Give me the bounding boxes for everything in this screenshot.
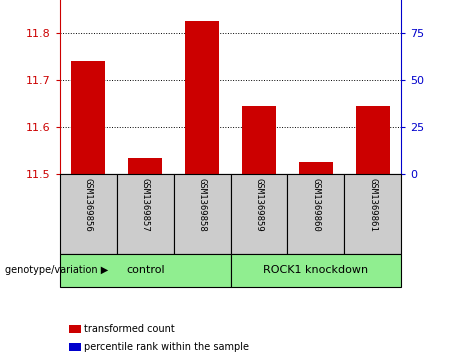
Bar [287,174,344,254]
Text: percentile rank within the sample: percentile rank within the sample [84,342,249,352]
Bar [185,21,219,174]
Text: control: control [126,265,165,276]
Text: genotype/variation ▶: genotype/variation ▶ [5,265,108,276]
Text: GSM1369860: GSM1369860 [311,178,320,232]
Bar [60,254,230,287]
Bar [230,254,401,287]
Text: GSM1369857: GSM1369857 [141,178,150,232]
Bar [344,174,401,254]
Bar [230,174,287,254]
Text: ROCK1 knockdown: ROCK1 knockdown [263,265,368,276]
Text: transformed count: transformed count [84,324,175,334]
Bar [128,158,162,174]
Bar [71,61,106,174]
Bar [242,106,276,174]
Bar [355,106,390,174]
Bar [60,174,117,254]
Bar [174,174,230,254]
Text: GSM1369858: GSM1369858 [198,178,207,232]
Bar [117,174,174,254]
Text: GSM1369859: GSM1369859 [254,178,263,232]
Bar [299,162,333,174]
Text: GSM1369861: GSM1369861 [368,178,377,232]
Text: GSM1369856: GSM1369856 [84,178,93,232]
